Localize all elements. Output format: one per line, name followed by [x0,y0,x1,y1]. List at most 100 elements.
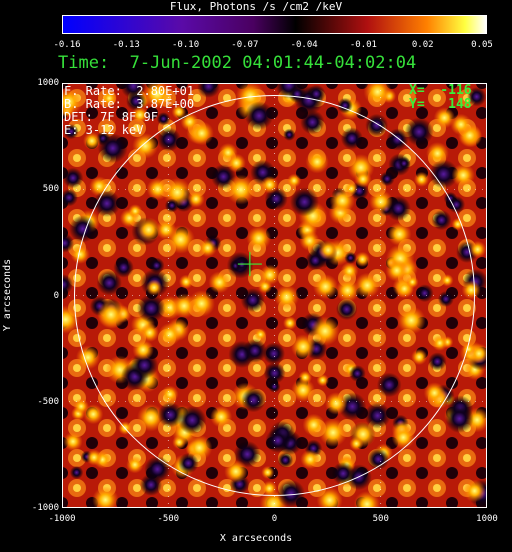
image-bright-spot [363,83,392,106]
image-bright-spot [132,132,159,159]
image-bright-spot [198,238,217,258]
image-bright-spot [188,290,215,317]
image-bright-spot [463,479,486,503]
image-bright-spot [287,173,302,188]
image-bright-spot [316,374,329,387]
image-dark-spot [336,298,358,321]
image-dark-spot [262,342,285,365]
x-tick-label: -500 [157,514,180,524]
image-bright-spot [310,316,340,346]
image-dark-spot [300,110,325,135]
image-dark-spot [62,167,84,189]
image-dark-spot [69,465,84,480]
detector-label: DET: 7F 8F 9F [64,110,158,124]
image-bright-spot [146,279,163,296]
image-bright-spot [324,392,348,415]
image-dark-spot [244,101,274,130]
image-dark-spot [277,479,306,508]
y-tick-label: -500 [37,396,59,407]
image-bright-spot [318,240,339,260]
y-axis-label: Y arcseconds [2,258,13,332]
image-bright-spot [461,280,481,300]
image-bright-spot [385,259,409,282]
image-dark-spot [429,159,459,189]
image-blobs [62,83,487,508]
image-bright-spot [354,251,371,267]
image-bright-spot [313,274,338,300]
x-tick-label: -1000 [48,514,76,524]
image-dark-spot [283,128,296,141]
colorbar-tick-label: 0.05 [471,40,493,50]
image-bright-spot [92,486,119,508]
f-rate-label: F. Rate: 2.80E+01 [64,84,195,98]
image-bright-spot [344,182,358,196]
image-bright-spot [171,104,187,120]
image-bright-spot [70,244,90,264]
image-dark-spot [62,274,74,295]
image-bright-spot [155,219,177,240]
image-bright-spot [136,217,161,242]
image-bright-spot [225,174,256,205]
image-dark-spot [263,362,286,384]
image-dark-spot [148,257,165,274]
image-bright-spot [299,230,320,251]
colorbar-tick-label: -0.04 [290,40,318,50]
image-dark-spot [415,284,434,303]
image-bright-spot [354,170,372,188]
image-dark-spot [242,338,267,363]
image-dark-spot [364,402,391,429]
image-bright-spot [411,348,428,366]
image-dark-spot [467,87,487,107]
cursor-y-readout: Y= 148 [409,97,472,112]
image-bright-spot [318,418,348,447]
cursor-x-readout: X= -116 [409,83,472,98]
image-bright-spot [224,459,248,484]
image-bright-spot [187,190,205,208]
image-dark-spot [97,133,128,164]
y-tick-label: 500 [42,184,59,195]
image-dark-spot [240,288,265,313]
image-bright-spot [349,436,364,451]
image-bright-spot [290,334,316,360]
image-dark-spot [344,251,357,264]
image-dark-spot [288,85,307,103]
image-dark-spot [126,91,147,112]
image-dark-spot [62,233,74,253]
image-dark-spot [157,402,183,428]
image-bright-spot [260,175,279,194]
colorbar-tick-label: -0.01 [349,40,377,50]
image-bright-spot [178,274,194,289]
image-bright-spot [451,217,465,231]
y-tick-label: 1000 [37,78,59,88]
image-bright-spot [274,284,299,310]
image-bright-spot [158,322,182,346]
image-dark-spot [290,187,319,217]
image-bright-spot [161,385,179,403]
image-dark-spot [63,124,79,140]
image-dark-spot [337,97,353,114]
image-bright-spot [73,398,90,415]
y-tick-label: -1000 [31,503,59,513]
hessi-image-plot[interactable] [62,83,487,508]
image-dark-spot [349,365,366,382]
image-bright-spot [423,382,446,404]
image-dark-spot [156,112,171,126]
image-dark-spot [265,428,291,454]
image-dark-spot [379,171,395,187]
x-tick-label: 500 [372,514,389,524]
image-bright-spot [353,491,381,508]
grid-lines [62,83,487,508]
image-bright-spot [451,163,475,187]
cursor-crosshair [237,252,262,277]
image-dark-spot [404,117,434,147]
image-bright-spot [137,403,165,432]
image-bright-spot [391,425,415,450]
plot-frame [62,83,487,508]
colorbar-tick-label: -0.10 [172,40,200,50]
image-dark-spot [139,473,163,496]
image-dark-spot [367,448,390,470]
image-dark-spot [331,462,355,485]
image-bright-spot [335,278,360,303]
image-dark-spot [447,195,466,214]
image-bright-spot [316,487,343,508]
